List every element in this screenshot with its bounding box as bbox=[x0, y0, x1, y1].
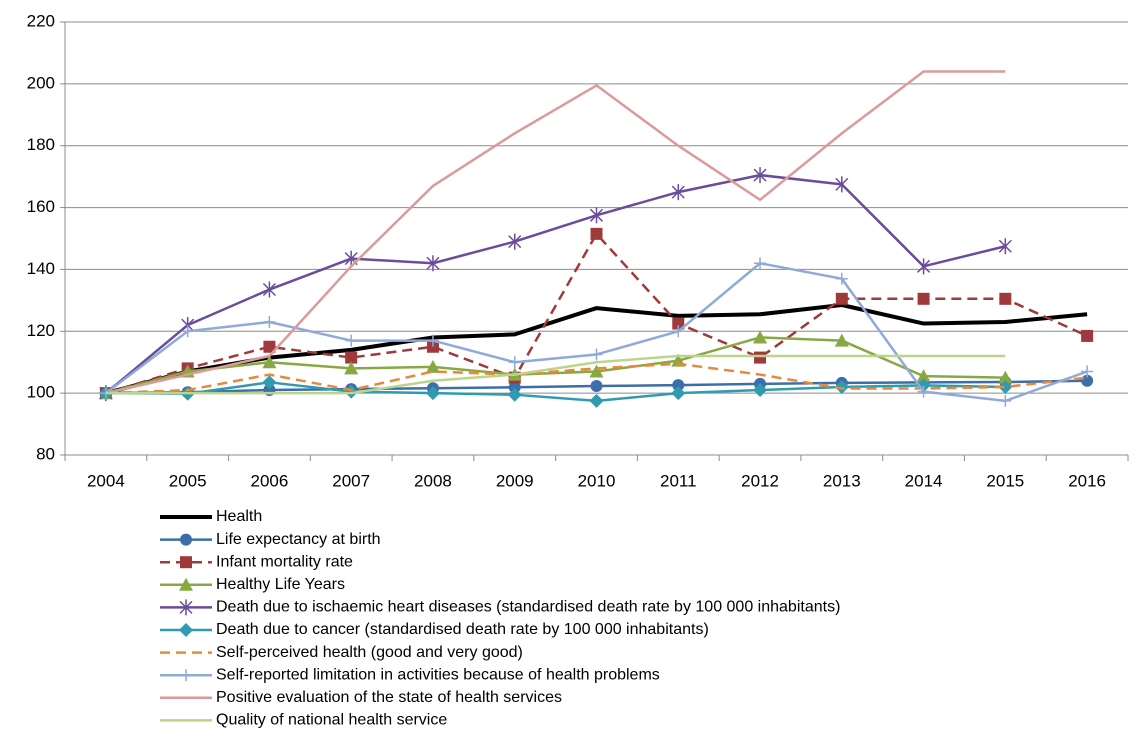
data-point bbox=[916, 369, 931, 383]
data-point bbox=[589, 207, 604, 224]
data-point bbox=[835, 292, 848, 305]
legend-marker bbox=[179, 599, 193, 616]
legend-label: Positive evaluation of the state of heal… bbox=[216, 689, 562, 706]
legend-label: Death due to ischaemic heart diseases (s… bbox=[216, 599, 840, 616]
data-point bbox=[508, 233, 522, 250]
data-point bbox=[672, 317, 685, 330]
legend-label: Self-reported limitation in activities b… bbox=[216, 666, 660, 683]
data-point bbox=[754, 257, 767, 270]
data-point bbox=[508, 356, 521, 369]
data-point bbox=[345, 334, 358, 347]
series-line bbox=[105, 70, 1006, 395]
y-tick-label: 80 bbox=[36, 444, 55, 463]
data-point bbox=[834, 379, 849, 394]
data-point bbox=[1081, 365, 1094, 378]
data-point bbox=[344, 361, 359, 375]
data-point bbox=[998, 370, 1013, 384]
legend-label: Healthy Life Years bbox=[216, 576, 345, 593]
data-point bbox=[999, 292, 1012, 305]
x-tick-label: 2011 bbox=[660, 471, 697, 490]
y-tick-label: 180 bbox=[27, 135, 55, 154]
series-line bbox=[105, 381, 1006, 403]
legend-label: Death due to cancer (standardised death … bbox=[216, 621, 709, 638]
data-point bbox=[344, 384, 359, 399]
data-point bbox=[508, 381, 521, 394]
x-tick-label: 2012 bbox=[741, 471, 779, 490]
legend-label: Self-perceived health (good and very goo… bbox=[216, 644, 523, 661]
data-point bbox=[181, 325, 194, 338]
data-point bbox=[590, 227, 603, 240]
legend-marker bbox=[180, 669, 192, 682]
data-point bbox=[753, 383, 768, 398]
series-line bbox=[105, 336, 1006, 395]
data-point bbox=[425, 359, 440, 373]
y-tick-label: 220 bbox=[27, 11, 55, 30]
legend-label: Health bbox=[216, 508, 262, 525]
data-point bbox=[835, 272, 848, 285]
x-tick-label: 2014 bbox=[905, 471, 943, 490]
data-point bbox=[426, 340, 439, 353]
data-point bbox=[835, 176, 849, 193]
y-tick-label: 140 bbox=[27, 259, 55, 278]
series-line bbox=[105, 354, 1006, 395]
data-point bbox=[263, 340, 276, 353]
data-point bbox=[671, 184, 685, 201]
x-tick-label: 2008 bbox=[414, 471, 452, 490]
data-point bbox=[998, 238, 1012, 255]
data-point bbox=[589, 364, 604, 378]
data-point bbox=[671, 386, 686, 401]
data-point bbox=[999, 394, 1012, 407]
y-tick-label: 100 bbox=[27, 383, 55, 402]
data-point bbox=[263, 316, 276, 329]
data-point bbox=[1081, 374, 1094, 387]
data-point bbox=[426, 334, 439, 347]
data-point bbox=[262, 375, 277, 390]
data-point bbox=[753, 330, 768, 344]
data-point bbox=[753, 167, 767, 184]
x-tick-label: 2016 bbox=[1068, 471, 1106, 490]
data-point bbox=[590, 380, 603, 393]
data-point bbox=[917, 258, 931, 275]
legend-label: Quality of national health service bbox=[216, 712, 447, 729]
data-point bbox=[589, 393, 604, 408]
legend-label: Infant mortality rate bbox=[216, 553, 353, 570]
data-point bbox=[834, 333, 849, 347]
data-point bbox=[998, 379, 1013, 394]
x-tick-label: 2013 bbox=[823, 471, 861, 490]
legend-marker bbox=[180, 556, 192, 569]
x-tick-label: 2010 bbox=[578, 471, 616, 490]
legend-marker bbox=[180, 533, 192, 546]
y-tick-label: 120 bbox=[27, 321, 55, 340]
data-point bbox=[672, 325, 685, 338]
legend-label: Life expectancy at birth bbox=[216, 531, 381, 548]
data-point bbox=[262, 281, 276, 298]
x-tick-label: 2009 bbox=[496, 471, 534, 490]
y-tick-label: 200 bbox=[27, 73, 55, 92]
data-point bbox=[262, 355, 277, 369]
x-tick-label: 2015 bbox=[986, 471, 1024, 490]
legend-marker bbox=[179, 577, 193, 591]
data-point bbox=[672, 379, 685, 392]
data-point bbox=[426, 255, 440, 272]
data-point bbox=[590, 348, 603, 361]
data-point bbox=[917, 292, 930, 305]
series-line bbox=[105, 173, 1006, 395]
data-point bbox=[754, 351, 767, 364]
data-point bbox=[917, 385, 930, 398]
data-point bbox=[1081, 329, 1094, 342]
x-tick-label: 2004 bbox=[87, 471, 125, 490]
data-point bbox=[345, 351, 358, 364]
legend-marker bbox=[179, 623, 193, 637]
x-tick-label: 2007 bbox=[332, 471, 370, 490]
x-tick-label: 2006 bbox=[251, 471, 289, 490]
x-tick-label: 2005 bbox=[169, 471, 207, 490]
data-point bbox=[507, 387, 522, 402]
data-point bbox=[425, 386, 440, 401]
y-tick-label: 160 bbox=[27, 197, 55, 216]
